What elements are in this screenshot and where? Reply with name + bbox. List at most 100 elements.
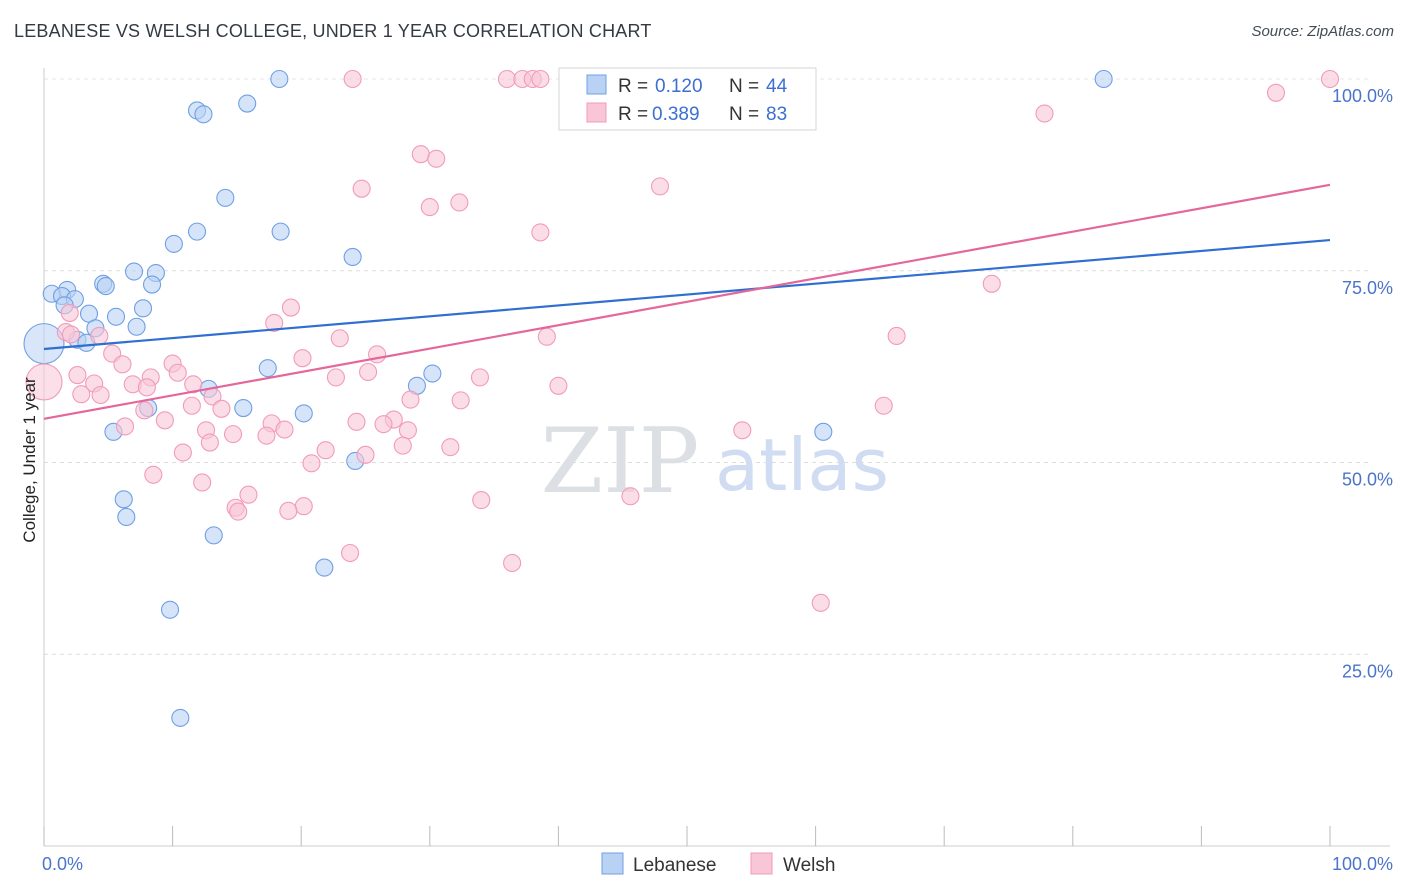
welsh-point bbox=[549, 376, 568, 395]
welsh-point bbox=[184, 375, 203, 394]
welsh-point bbox=[229, 502, 248, 521]
welsh-point bbox=[293, 349, 312, 368]
lebanese-point bbox=[238, 94, 257, 113]
welsh-point bbox=[60, 303, 79, 322]
y-tick-label: 100.0% bbox=[1332, 86, 1393, 106]
welsh-point bbox=[91, 385, 110, 405]
welsh-point bbox=[374, 415, 393, 434]
lebanese-point bbox=[127, 317, 146, 336]
welsh-point bbox=[137, 378, 156, 397]
gridlines bbox=[44, 78, 1370, 655]
welsh-point bbox=[113, 355, 132, 374]
welsh-point bbox=[341, 543, 360, 563]
welsh-point bbox=[398, 421, 417, 440]
lebanese-point bbox=[204, 526, 223, 545]
welsh-point bbox=[265, 313, 284, 332]
lebanese-point bbox=[271, 222, 290, 241]
welsh-point bbox=[451, 391, 470, 410]
legend-r-value-welsh: 0.389 bbox=[652, 104, 700, 125]
welsh-point bbox=[193, 473, 212, 492]
welsh-point bbox=[115, 417, 135, 436]
lebanese-point bbox=[270, 69, 289, 89]
welsh-point bbox=[239, 485, 258, 504]
welsh-point bbox=[811, 593, 830, 612]
legend-n-value-welsh: 83 bbox=[766, 104, 787, 125]
lebanese-point bbox=[258, 359, 277, 378]
bottom-legend: Lebanese Welsh bbox=[601, 852, 835, 876]
welsh-point bbox=[316, 441, 335, 460]
welsh-point bbox=[401, 390, 420, 409]
bottom-legend-swatch-welsh bbox=[750, 852, 773, 875]
axes bbox=[43, 68, 1390, 847]
lebanese-point bbox=[1094, 69, 1113, 89]
welsh-point bbox=[275, 420, 294, 439]
welsh-point bbox=[359, 362, 378, 382]
lebanese-point bbox=[187, 222, 207, 241]
lebanese-point bbox=[124, 262, 144, 281]
welsh-point bbox=[200, 433, 219, 452]
welsh-point bbox=[61, 325, 81, 344]
welsh-point bbox=[352, 179, 371, 198]
welsh-point bbox=[472, 491, 491, 510]
welsh-point bbox=[25, 363, 63, 401]
welsh-point bbox=[531, 223, 550, 242]
welsh-point bbox=[302, 454, 321, 473]
welsh-point bbox=[257, 426, 276, 445]
lebanese-point bbox=[133, 299, 153, 318]
welsh-point bbox=[356, 445, 375, 464]
welsh-point bbox=[1266, 83, 1286, 102]
welsh-point bbox=[621, 487, 640, 506]
welsh-point bbox=[72, 385, 91, 404]
lebanese-point bbox=[423, 364, 442, 383]
lebanese-point bbox=[216, 188, 235, 207]
data-points bbox=[23, 69, 1340, 727]
welsh-point bbox=[537, 327, 556, 346]
welsh-point bbox=[347, 412, 366, 431]
welsh-point bbox=[531, 69, 550, 89]
welsh-point bbox=[279, 501, 298, 520]
welsh-point bbox=[144, 465, 163, 484]
tick-labels: 25.0% 50.0% 75.0% 100.0% 0.0% 100.0% bbox=[42, 86, 1393, 874]
chart-title: LEBANESE VS WELSH COLLEGE, UNDER 1 YEAR … bbox=[14, 21, 652, 41]
welsh-point bbox=[450, 193, 469, 212]
welsh-point bbox=[294, 497, 313, 516]
legend-r-label-welsh: R = bbox=[618, 104, 648, 125]
lebanese-point bbox=[194, 105, 213, 124]
lebanese-point bbox=[294, 404, 313, 423]
welsh-point bbox=[135, 401, 154, 420]
lebanese-point bbox=[234, 398, 253, 418]
lebanese-point bbox=[117, 507, 136, 527]
welsh-point bbox=[887, 326, 906, 345]
lebanese-point bbox=[96, 277, 115, 296]
welsh-point bbox=[90, 326, 109, 345]
welsh-point bbox=[497, 69, 517, 89]
welsh-point bbox=[427, 149, 446, 168]
welsh-point bbox=[874, 396, 893, 415]
lebanese-point bbox=[106, 307, 126, 326]
welsh-point bbox=[155, 411, 174, 430]
y-tick-label: 25.0% bbox=[1342, 661, 1393, 681]
y-tick-label: 75.0% bbox=[1342, 278, 1393, 298]
welsh-point bbox=[982, 274, 1001, 293]
welsh-point bbox=[420, 198, 439, 217]
y-tick-label: 50.0% bbox=[1342, 470, 1393, 490]
welsh-point bbox=[411, 145, 430, 164]
bottom-legend-swatch-lebanese bbox=[601, 852, 624, 875]
welsh-point bbox=[650, 177, 670, 196]
lebanese-trend-line bbox=[43, 238, 1331, 351]
legend-swatch-welsh bbox=[586, 102, 607, 123]
welsh-point bbox=[168, 363, 187, 382]
welsh-point bbox=[503, 553, 522, 573]
welsh-point bbox=[68, 366, 87, 385]
legend-n-label-lebanese: N = bbox=[729, 76, 759, 97]
lebanese-point bbox=[142, 275, 162, 294]
legend: R = 0.120 N = 44 R = 0.389 N = 83 bbox=[558, 67, 817, 131]
welsh-point bbox=[733, 421, 752, 440]
y-axis-title: College, Under 1 year bbox=[20, 377, 39, 543]
bottom-legend-label-lebanese: Lebanese bbox=[633, 855, 716, 876]
legend-n-label-welsh: N = bbox=[729, 104, 759, 125]
trend-lines bbox=[43, 183, 1331, 420]
welsh-point bbox=[330, 329, 349, 348]
welsh-point bbox=[343, 69, 362, 89]
